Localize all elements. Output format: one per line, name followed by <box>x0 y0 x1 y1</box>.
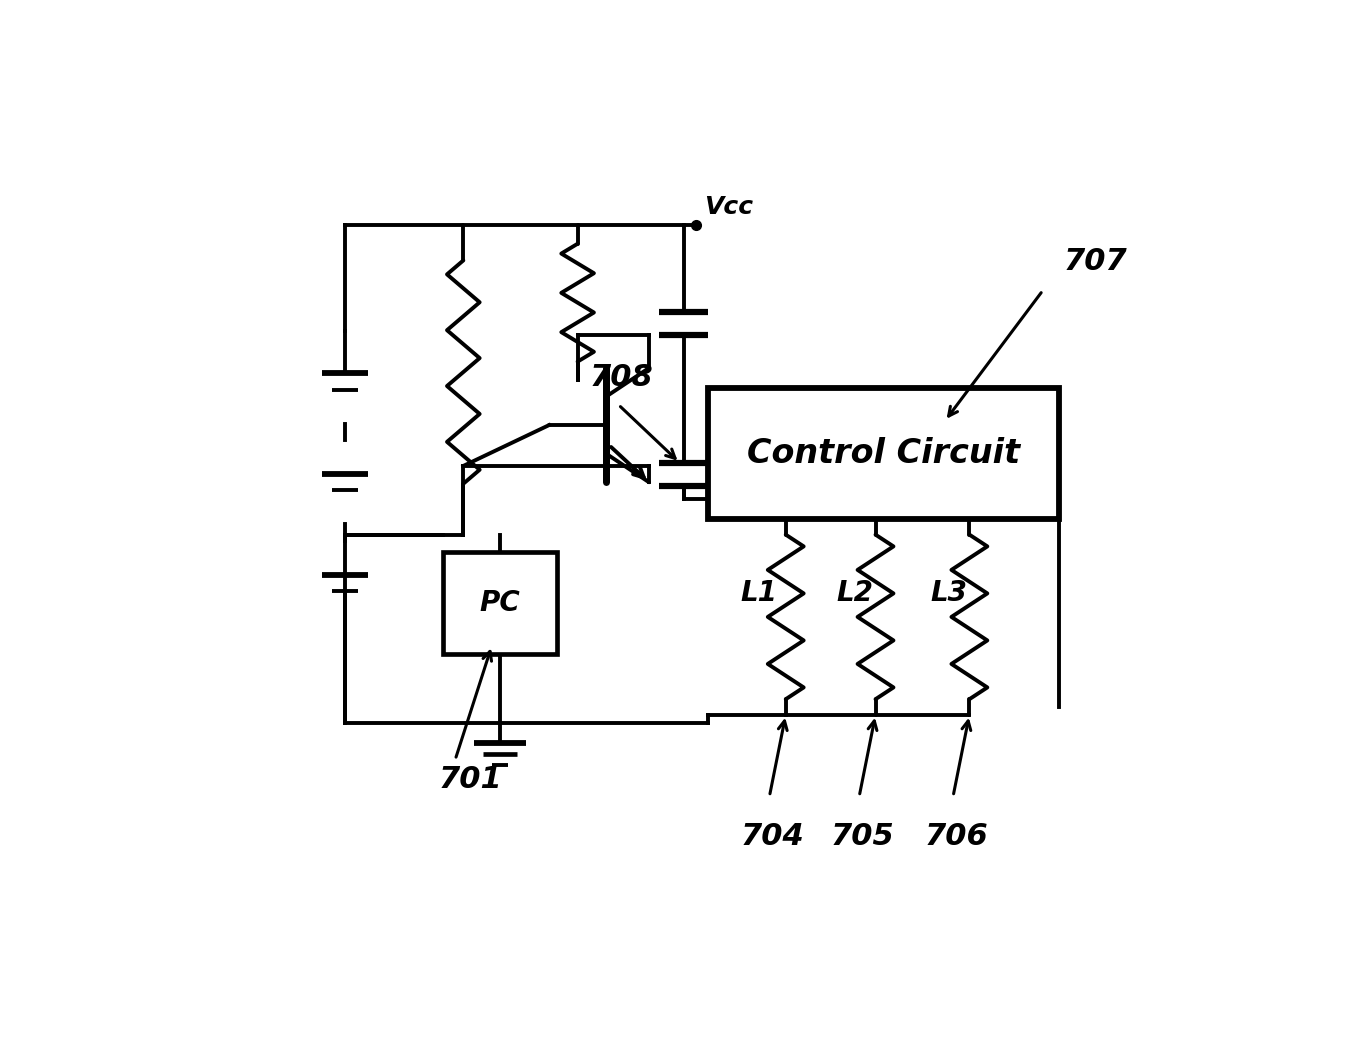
Text: 705: 705 <box>830 823 895 851</box>
Text: L1: L1 <box>741 579 778 606</box>
Text: 708: 708 <box>590 363 653 392</box>
Text: 701: 701 <box>439 765 502 794</box>
Text: 707: 707 <box>1064 247 1127 276</box>
Bar <box>709 388 1060 519</box>
Bar <box>443 551 558 654</box>
Text: L3: L3 <box>930 579 967 606</box>
Text: Control Circuit: Control Circuit <box>747 437 1021 471</box>
Text: 706: 706 <box>925 823 988 851</box>
Text: 704: 704 <box>741 823 805 851</box>
Text: Vcc: Vcc <box>705 195 753 218</box>
Text: L2: L2 <box>837 579 873 606</box>
Text: PC: PC <box>479 588 521 617</box>
